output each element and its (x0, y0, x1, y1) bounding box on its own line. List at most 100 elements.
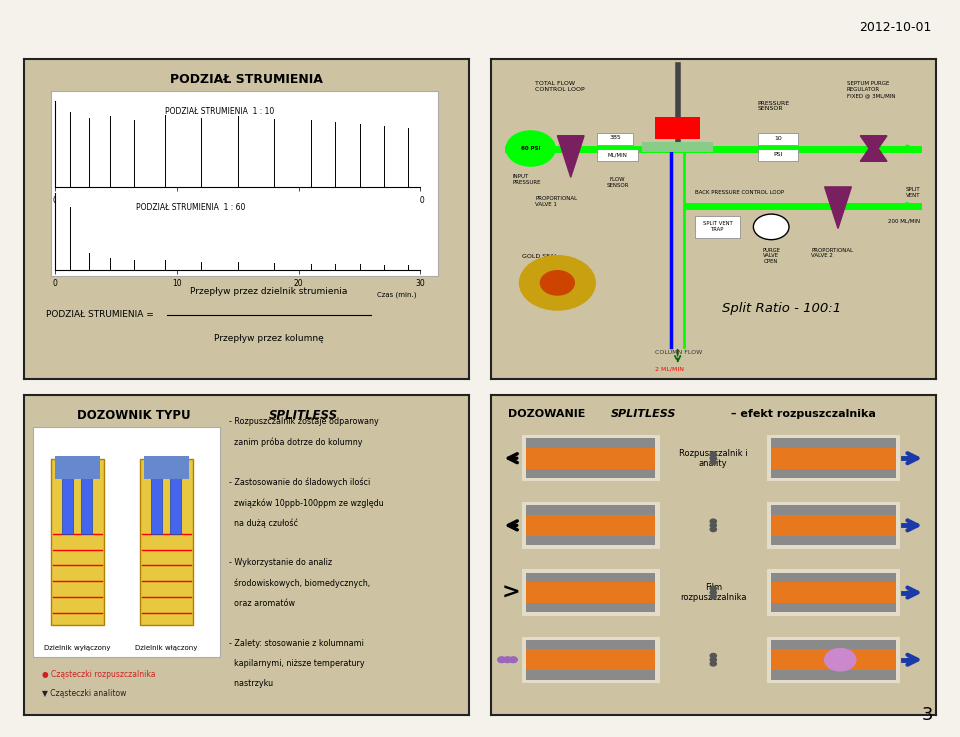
Bar (771, 603, 896, 612)
Text: PURGE
VALVE
OPEN: PURGE VALVE OPEN (762, 248, 780, 265)
Text: - Zastosowanie do śladowych ilości: - Zastosowanie do śladowych ilości (228, 478, 371, 487)
Polygon shape (860, 142, 887, 161)
Circle shape (710, 452, 716, 456)
Text: DOZOWNIK TYPU: DOZOWNIK TYPU (78, 410, 195, 422)
Bar (526, 671, 656, 680)
Text: PROPORTIONAL
VALVE 2: PROPORTIONAL VALVE 2 (811, 248, 853, 259)
Text: SPLIT VENT
TRAP: SPLIT VENT TRAP (703, 222, 732, 232)
Text: GOLD SEAL: GOLD SEAL (521, 254, 558, 259)
Bar (51, 91, 439, 276)
Bar (151, 471, 162, 534)
Bar (521, 637, 660, 683)
Bar (526, 439, 656, 478)
Bar (757, 149, 798, 161)
Bar (51, 459, 105, 625)
Bar (526, 603, 656, 612)
Bar (140, 459, 193, 625)
Bar (771, 439, 896, 447)
Bar (81, 471, 92, 534)
Bar (771, 671, 896, 680)
Bar (767, 637, 900, 683)
Bar (61, 471, 73, 534)
Text: - Rozpuszczalnik zostaje odparowany: - Rozpuszczalnik zostaje odparowany (228, 417, 378, 427)
Text: SPLITLESS: SPLITLESS (269, 410, 338, 422)
Text: PRESSURE
SENSOR: PRESSURE SENSOR (757, 100, 790, 111)
Text: FLOW
SENSOR: FLOW SENSOR (607, 178, 629, 188)
Bar (526, 469, 656, 478)
Text: ▼ Cząsteczki analitow: ▼ Cząsteczki analitow (42, 689, 126, 698)
Bar (526, 640, 656, 649)
Circle shape (509, 657, 517, 663)
Text: PODZIAŁ STRUMIENIA: PODZIAŁ STRUMIENIA (170, 74, 324, 86)
Text: - Wykorzystanie do analiz: - Wykorzystanie do analiz (228, 559, 332, 567)
Circle shape (497, 657, 506, 663)
Text: 10: 10 (774, 136, 781, 141)
Bar (597, 133, 633, 145)
Text: 3: 3 (922, 706, 933, 724)
Text: – efekt rozpuszczalnika: – efekt rozpuszczalnika (727, 410, 876, 419)
Bar (33, 427, 220, 657)
Circle shape (710, 456, 716, 461)
Text: 2 ML/MIN: 2 ML/MIN (656, 366, 684, 371)
Text: Przepływ przez dzielnik strumienia: Przepływ przez dzielnik strumienia (190, 287, 348, 296)
Text: oraz aromatów: oraz aromatów (228, 598, 295, 608)
Bar (757, 133, 798, 145)
Circle shape (754, 214, 789, 240)
Text: PROPORTIONAL
VALVE 1: PROPORTIONAL VALVE 1 (535, 197, 577, 207)
Circle shape (710, 527, 716, 531)
Text: zanim próba dotrze do kolumny: zanim próba dotrze do kolumny (228, 438, 363, 447)
Text: SEPTUM PURGE
REGULATOR
FIXED @ 3ML/MIN: SEPTUM PURGE REGULATOR FIXED @ 3ML/MIN (847, 81, 896, 98)
Bar (771, 439, 896, 478)
Bar (521, 435, 660, 481)
Text: BACK PRESSURE CONTROL LOOP: BACK PRESSURE CONTROL LOOP (695, 190, 784, 195)
Circle shape (710, 594, 716, 598)
Text: INPUT
PRESSURE: INPUT PRESSURE (513, 174, 541, 185)
Text: Split Ratio - 100:1: Split Ratio - 100:1 (722, 302, 841, 315)
Bar (526, 506, 656, 545)
Text: 2012-10-01: 2012-10-01 (859, 21, 931, 34)
Bar (144, 455, 189, 479)
Text: - Zalety: stosowanie z kolumnami: - Zalety: stosowanie z kolumnami (228, 639, 364, 648)
Bar (526, 536, 656, 545)
Circle shape (710, 590, 716, 595)
Text: Czas (min.): Czas (min.) (377, 209, 417, 215)
Text: TOTAL FLOW
CONTROL LOOP: TOTAL FLOW CONTROL LOOP (535, 81, 585, 92)
Bar (771, 469, 896, 478)
Bar (597, 149, 637, 161)
Bar (526, 573, 656, 582)
Circle shape (710, 523, 716, 528)
Circle shape (503, 657, 512, 663)
Text: SPLITLESS: SPLITLESS (611, 410, 676, 419)
Bar (55, 455, 100, 479)
Circle shape (519, 256, 595, 310)
Bar (771, 536, 896, 545)
Bar (526, 640, 656, 680)
Bar (526, 573, 656, 612)
Text: Film
rozpuszczalnika: Film rozpuszczalnika (680, 583, 747, 602)
Circle shape (825, 649, 855, 671)
Bar (170, 471, 181, 534)
Text: SPLIT
VENT: SPLIT VENT (906, 187, 921, 198)
Text: >: > (502, 582, 520, 603)
Bar (695, 216, 740, 238)
Circle shape (710, 654, 716, 658)
Circle shape (710, 662, 716, 666)
Bar (771, 573, 896, 612)
Text: PODZIAŁ STRUMIENIA  1 : 10: PODZIAŁ STRUMIENIA 1 : 10 (165, 108, 274, 116)
Text: Dzielnik wyłączony: Dzielnik wyłączony (44, 645, 110, 651)
Polygon shape (558, 136, 584, 178)
Bar (642, 142, 713, 152)
Text: ● Cząsteczki rozpuszczalnika: ● Cząsteczki rozpuszczalnika (42, 670, 156, 679)
Text: Dzielnik włączony: Dzielnik włączony (135, 645, 198, 651)
Text: ML/MIN: ML/MIN (608, 153, 628, 158)
Bar (767, 570, 900, 615)
Text: związków 10ppb-100ppm ze względu: związków 10ppb-100ppm ze względu (228, 498, 384, 508)
Bar (771, 640, 896, 680)
Circle shape (710, 587, 716, 591)
Text: DOZOWANIE: DOZOWANIE (509, 410, 589, 419)
Text: na dużą czułość: na dużą czułość (228, 518, 298, 528)
Polygon shape (860, 136, 887, 155)
Circle shape (710, 657, 716, 662)
Text: PODZIAŁ STRUMIENIA =: PODZIAŁ STRUMIENIA = (46, 310, 154, 319)
Text: Rozpuszczalnik i
anality: Rozpuszczalnik i anality (679, 449, 748, 468)
